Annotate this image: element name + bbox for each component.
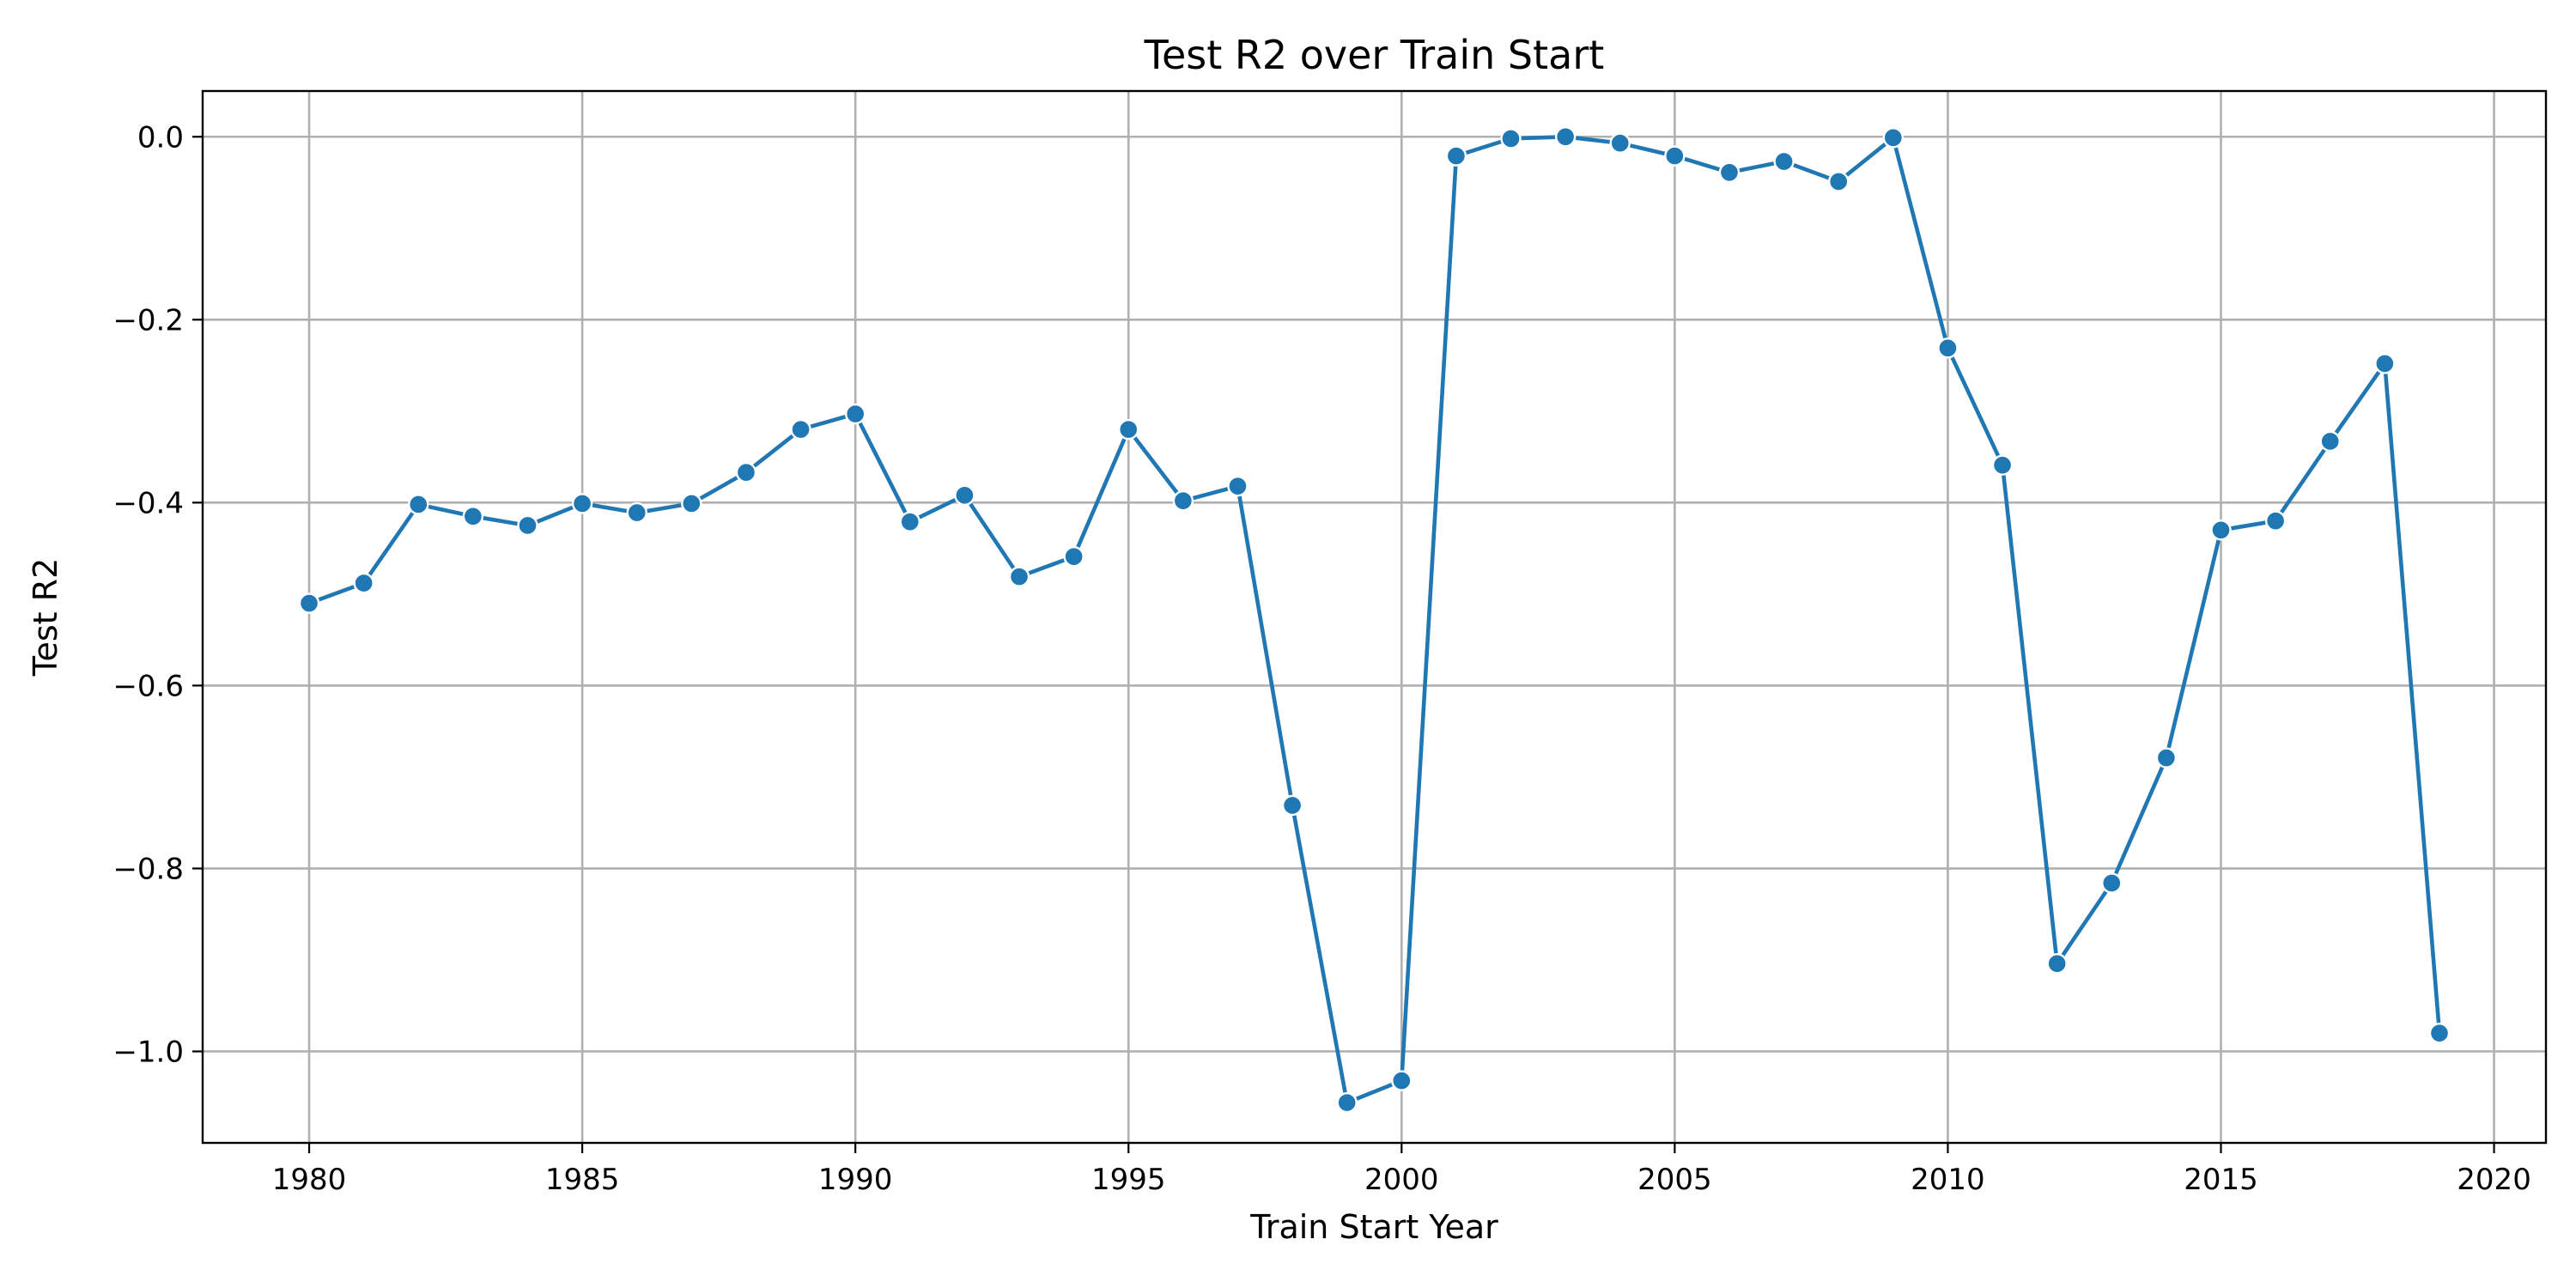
data-point bbox=[1118, 418, 1139, 440]
data-point bbox=[1718, 161, 1741, 184]
data-point bbox=[954, 484, 975, 507]
data-point bbox=[1773, 150, 1795, 173]
data-point bbox=[899, 511, 920, 532]
data-point bbox=[2374, 353, 2396, 374]
data-point bbox=[1063, 545, 1084, 568]
data-point bbox=[681, 493, 702, 514]
y-axis-ticks: 0.0 −0.2 −0.4 −0.6 −0.8 −1.0 bbox=[112, 120, 203, 1069]
data-point bbox=[408, 494, 429, 515]
data-point bbox=[2319, 430, 2341, 453]
grid-lines bbox=[203, 91, 2546, 1143]
series-line bbox=[307, 135, 2442, 1105]
y-tick-label: −0.8 bbox=[112, 852, 184, 886]
data-point bbox=[1991, 454, 2014, 476]
series-layer bbox=[298, 126, 2451, 1114]
data-point bbox=[1500, 128, 1522, 149]
data-point bbox=[1281, 794, 1303, 817]
x-axis-ticks: 1980 1985 1990 1995 2000 2005 2010 2015 2020 bbox=[272, 1143, 2531, 1197]
data-point bbox=[1172, 490, 1194, 512]
y-tick-label: −1.0 bbox=[112, 1035, 184, 1069]
data-point bbox=[2155, 747, 2178, 769]
data-point bbox=[2210, 519, 2232, 541]
data-point bbox=[2101, 872, 2123, 894]
data-point bbox=[2264, 510, 2287, 532]
x-tick-label: 2020 bbox=[2457, 1163, 2531, 1197]
data-point bbox=[1391, 1070, 1413, 1091]
data-point bbox=[1227, 475, 1249, 497]
y-tick-label: −0.4 bbox=[112, 486, 184, 520]
data-point bbox=[626, 501, 647, 524]
data-point bbox=[1664, 145, 1686, 167]
x-tick-label: 1990 bbox=[818, 1163, 893, 1197]
x-tick-label: 2010 bbox=[1911, 1163, 1985, 1197]
data-point bbox=[1828, 171, 1850, 192]
y-tick-label: 0.0 bbox=[137, 120, 184, 155]
x-tick-label: 1985 bbox=[545, 1163, 620, 1197]
data-point bbox=[353, 572, 374, 594]
data-point bbox=[1008, 566, 1030, 587]
data-point bbox=[1445, 145, 1467, 167]
chart-title: Test R2 over Train Start bbox=[1144, 32, 1605, 78]
y-axis-title: Test R2 bbox=[27, 558, 64, 677]
data-point bbox=[517, 514, 538, 537]
x-tick-label: 1995 bbox=[1091, 1163, 1166, 1197]
y-tick-label: −0.6 bbox=[112, 669, 184, 703]
data-point bbox=[1554, 126, 1577, 148]
x-tick-label: 2005 bbox=[1637, 1163, 1712, 1197]
data-point bbox=[1336, 1091, 1358, 1114]
data-point bbox=[1882, 127, 1905, 149]
plot-frame bbox=[201, 89, 2548, 1145]
data-point bbox=[2046, 953, 2068, 975]
y-tick-label: −0.2 bbox=[112, 303, 184, 337]
x-tick-label: 1980 bbox=[272, 1163, 347, 1197]
data-point bbox=[298, 592, 320, 614]
data-point bbox=[1609, 132, 1631, 154]
data-point bbox=[735, 461, 757, 483]
data-point bbox=[844, 403, 866, 425]
data-point bbox=[790, 418, 811, 440]
data-point bbox=[1937, 337, 1959, 359]
x-axis-title: Train Start Year bbox=[1249, 1208, 1498, 1246]
data-point bbox=[571, 493, 593, 514]
data-point bbox=[2428, 1022, 2451, 1044]
x-tick-label: 2000 bbox=[1364, 1163, 1439, 1197]
data-point bbox=[462, 506, 484, 527]
x-tick-label: 2015 bbox=[2184, 1163, 2258, 1197]
